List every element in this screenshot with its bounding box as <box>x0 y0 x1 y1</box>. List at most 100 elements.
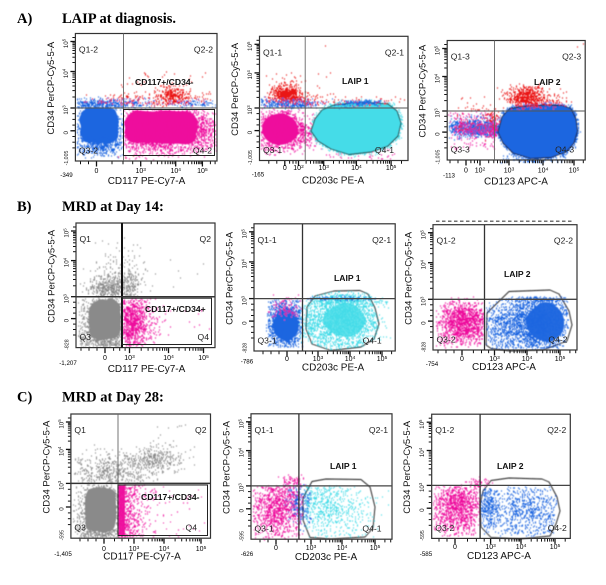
svg-text:MRD at Day 28:: MRD at Day 28: <box>62 390 164 406</box>
svg-text:105: 105 <box>57 419 65 429</box>
svg-text:105: 105 <box>197 167 208 175</box>
svg-text:104: 104 <box>246 70 254 80</box>
svg-text:104: 104 <box>418 447 426 457</box>
svg-text:Q4-2: Q4-2 <box>193 146 212 156</box>
svg-text:0: 0 <box>464 168 468 175</box>
svg-text:Q4: Q4 <box>186 523 198 533</box>
svg-text:Q2-2: Q2-2 <box>547 425 566 435</box>
svg-text:CD34 PerCP-Cy5-5-A: CD34 PerCP-Cy5-5-A <box>404 231 415 325</box>
svg-text:-349: -349 <box>60 172 73 179</box>
svg-text:Q3: Q3 <box>74 523 86 533</box>
svg-text:104: 104 <box>351 164 362 172</box>
svg-text:103: 103 <box>306 544 317 552</box>
svg-text:-595: -595 <box>420 530 426 540</box>
svg-text:CD34 PerCP-Cy5-5-A: CD34 PerCP-Cy5-5-A <box>402 420 413 514</box>
svg-text:-1,405: -1,405 <box>54 551 72 558</box>
svg-text:CD34 PerCP-Cy5-5-A: CD34 PerCP-Cy5-5-A <box>225 231 236 325</box>
svg-text:104: 104 <box>163 354 174 362</box>
svg-text:104: 104 <box>240 259 248 269</box>
svg-text:105: 105 <box>62 38 70 48</box>
svg-text:Q1-1: Q1-1 <box>263 47 282 57</box>
svg-text:Q3-1: Q3-1 <box>255 524 274 534</box>
svg-text:103: 103 <box>418 482 426 492</box>
svg-text:Q2-2: Q2-2 <box>194 45 213 55</box>
svg-text:0: 0 <box>242 321 249 325</box>
svg-text:104: 104 <box>57 446 65 456</box>
svg-text:103: 103 <box>485 543 496 551</box>
svg-text:Q3-1: Q3-1 <box>258 336 277 346</box>
svg-text:0: 0 <box>435 132 442 136</box>
svg-text:Q2: Q2 <box>200 234 212 244</box>
svg-text:105: 105 <box>555 355 566 363</box>
svg-text:-1,005: -1,005 <box>436 150 442 165</box>
svg-text:0: 0 <box>95 168 99 175</box>
svg-text:0: 0 <box>285 356 289 363</box>
svg-text:0: 0 <box>247 130 254 134</box>
svg-text:CD123 APC-A: CD123 APC-A <box>467 551 531 562</box>
svg-text:LAIP 2: LAIP 2 <box>497 461 524 471</box>
svg-text:103: 103 <box>419 296 427 306</box>
svg-text:LAIP at diagnosis.: LAIP at diagnosis. <box>62 11 176 27</box>
svg-text:Q2-1: Q2-1 <box>385 47 404 57</box>
svg-text:104: 104 <box>337 544 348 552</box>
svg-text:A): A) <box>17 11 32 27</box>
svg-text:-585: -585 <box>420 551 433 558</box>
svg-text:-828: -828 <box>65 339 71 349</box>
svg-text:104: 104 <box>538 166 549 174</box>
svg-text:Q4-1: Q4-1 <box>363 336 382 346</box>
svg-text:Q1-2: Q1-2 <box>437 236 456 246</box>
svg-text:Q4-2: Q4-2 <box>548 523 567 533</box>
svg-text:Q4-3: Q4-3 <box>555 145 574 155</box>
svg-text:105: 105 <box>434 45 442 55</box>
svg-text:-828: -828 <box>243 343 249 353</box>
svg-text:102: 102 <box>475 166 486 174</box>
svg-text:CD117+/CD34-: CD117+/CD34- <box>135 77 194 87</box>
svg-text:B): B) <box>17 199 32 215</box>
svg-text:CD117+/CD34+: CD117+/CD34+ <box>145 304 206 314</box>
svg-text:104: 104 <box>522 355 533 363</box>
svg-text:103: 103 <box>246 105 254 115</box>
svg-text:CD34 PerCP-Cy5-5-A: CD34 PerCP-Cy5-5-A <box>222 420 233 514</box>
svg-text:104: 104 <box>419 259 427 269</box>
svg-text:0: 0 <box>64 318 71 322</box>
svg-text:Q2-1: Q2-1 <box>372 235 391 245</box>
svg-text:Q3-2: Q3-2 <box>435 523 454 533</box>
svg-text:105: 105 <box>246 41 254 51</box>
svg-text:104: 104 <box>516 543 527 551</box>
svg-text:105: 105 <box>569 166 580 174</box>
svg-text:Q2-2: Q2-2 <box>554 236 573 246</box>
svg-text:105: 105 <box>196 545 207 553</box>
svg-text:Q1-2: Q1-2 <box>79 45 98 55</box>
svg-text:LAIP 2: LAIP 2 <box>534 77 561 87</box>
svg-text:105: 105 <box>198 354 209 362</box>
svg-text:CD34 PerCP-Cy5-5-A: CD34 PerCP-Cy5-5-A <box>41 420 52 514</box>
svg-text:0: 0 <box>103 355 107 362</box>
svg-text:Q3-2: Q3-2 <box>79 146 98 156</box>
svg-text:105: 105 <box>237 419 245 429</box>
svg-text:103: 103 <box>313 355 324 363</box>
svg-text:-1,005: -1,005 <box>248 150 254 165</box>
svg-text:105: 105 <box>550 543 561 551</box>
svg-text:LAIP 1: LAIP 1 <box>334 273 361 283</box>
svg-text:103: 103 <box>240 295 248 305</box>
svg-text:Q2-1: Q2-1 <box>369 425 388 435</box>
svg-text:CD34 PerCP-Cy5-5-A: CD34 PerCP-Cy5-5-A <box>418 44 429 138</box>
svg-text:0: 0 <box>283 165 287 172</box>
svg-text:105: 105 <box>370 544 381 552</box>
svg-text:Q4-2: Q4-2 <box>548 335 567 345</box>
svg-text:Q1: Q1 <box>74 425 86 435</box>
svg-text:Q2-3: Q2-3 <box>562 52 581 62</box>
svg-text:0: 0 <box>239 509 246 513</box>
svg-text:103: 103 <box>318 164 329 172</box>
svg-text:CD34 PerCP-Cy5-5-A: CD34 PerCP-Cy5-5-A <box>230 42 241 136</box>
svg-text:Q2: Q2 <box>195 425 207 435</box>
svg-text:105: 105 <box>386 164 397 172</box>
svg-text:-828: -828 <box>422 342 428 352</box>
svg-text:Q4: Q4 <box>198 332 210 342</box>
svg-text:Q3-1: Q3-1 <box>263 145 282 155</box>
svg-text:104: 104 <box>237 447 245 457</box>
svg-text:0: 0 <box>63 131 70 135</box>
svg-text:CD123 APC-A: CD123 APC-A <box>472 362 536 373</box>
svg-text:LAIP 1: LAIP 1 <box>342 76 369 86</box>
svg-text:-786: -786 <box>241 359 254 366</box>
